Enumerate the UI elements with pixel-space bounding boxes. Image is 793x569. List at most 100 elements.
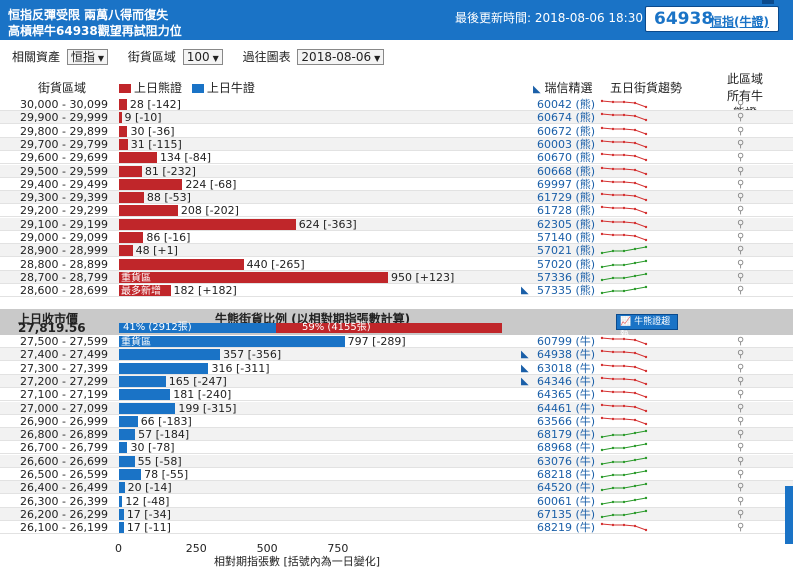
trend-sparkline (600, 429, 648, 439)
search-icon[interactable]: ⚲ (737, 389, 745, 401)
warrant-code-link[interactable]: 68219 (牛) (537, 521, 596, 535)
asset-select[interactable]: 恒指 ▼ (66, 49, 109, 65)
search-icon[interactable]: ⚲ (737, 192, 745, 204)
warrant-code-link[interactable]: 61729 (熊) (537, 191, 596, 205)
warrant-code-link[interactable]: 60003 (熊) (537, 137, 596, 151)
search-icon[interactable]: ⚲ (737, 442, 745, 454)
trend-sparkline (600, 219, 648, 228)
trend-point (600, 252, 604, 255)
warrant-code-link[interactable]: 63566 (牛) (537, 414, 596, 428)
trend-point (611, 140, 615, 144)
search-icon[interactable]: ⚲ (737, 205, 745, 217)
headline-1[interactable]: 恒指反彈受限 兩萬八得而復失 (8, 8, 169, 22)
search-icon[interactable]: ⚲ (737, 165, 745, 177)
trend-point (622, 523, 626, 527)
search-icon[interactable]: ⚲ (737, 482, 745, 494)
warrant-code-link[interactable]: 57020 (熊) (537, 257, 596, 271)
trend-point (600, 435, 604, 439)
warrant-code-link[interactable]: 69997 (熊) (537, 177, 596, 191)
warrant-code-link[interactable]: 60042 (熊) (537, 98, 596, 111)
search-icon[interactable]: ⚲ (737, 402, 745, 414)
headline-2[interactable]: 高槓桿牛64938觀望再試阻力位 (8, 24, 182, 38)
warrant-code-link[interactable]: 60668 (熊) (537, 164, 596, 178)
trend-point (622, 276, 626, 280)
warrant-code-link[interactable]: 68218 (牛) (537, 468, 596, 481)
data-label: 316 [-311] (211, 361, 270, 375)
search-icon[interactable]: ⚲ (737, 375, 745, 387)
trend-sparkline (600, 272, 648, 282)
warrant-code-link[interactable]: 60674 (熊) (537, 111, 596, 125)
search-icon[interactable]: ⚲ (737, 285, 745, 297)
data-label: 134 [-84] (159, 151, 211, 165)
data-label: 9 [-10] (124, 111, 162, 125)
search-icon[interactable]: ⚲ (737, 125, 745, 137)
chart-bar (119, 138, 128, 150)
search-icon[interactable]: ⚲ (737, 415, 745, 427)
range-label: 26,500 - 26,599 (20, 468, 108, 481)
trend-sparkline (600, 363, 648, 372)
trend-point (644, 509, 648, 513)
range-label: 26,800 - 26,899 (20, 428, 108, 442)
chevron-down-icon: ▼ (97, 54, 105, 63)
warrant-code-link[interactable]: 62305 (熊) (537, 217, 596, 231)
search-icon[interactable]: ⚲ (737, 469, 745, 480)
trend-point (600, 99, 604, 103)
trend-point (611, 193, 615, 197)
warrant-code-link[interactable]: 63076 (牛) (537, 454, 596, 468)
search-icon[interactable]: ⚲ (737, 178, 745, 190)
search-icon[interactable]: ⚲ (737, 218, 745, 230)
warrant-code-link[interactable]: 64520 (牛) (537, 481, 596, 495)
chart-date-select[interactable]: 2018-08-06 ▼ (297, 49, 385, 65)
search-icon[interactable]: ⚲ (737, 271, 745, 283)
search-icon[interactable]: ⚲ (737, 232, 745, 243)
search-icon[interactable]: ⚲ (737, 152, 745, 164)
trend-point (633, 101, 637, 105)
search-icon[interactable]: ⚲ (737, 362, 745, 374)
range-label: 26,600 - 26,699 (20, 454, 108, 468)
warrant-code-link[interactable]: 57335 (熊) (537, 284, 596, 298)
warrant-code-link[interactable]: 60799 (牛) (537, 335, 596, 348)
search-icon[interactable]: ⚲ (737, 429, 745, 441)
trend-point (600, 515, 604, 519)
warrant-code-link[interactable]: 57336 (熊) (537, 270, 596, 284)
search-icon[interactable]: ⚲ (737, 349, 745, 361)
warrant-code-link[interactable]: 64365 (牛) (537, 388, 596, 402)
data-label: 357 [-356] (223, 348, 282, 362)
trend-cell (600, 98, 652, 111)
warrant-code-link[interactable]: 57021 (熊) (537, 244, 596, 258)
search-icon[interactable]: ⚲ (737, 258, 745, 270)
warrant-code-link[interactable]: 60670 (熊) (537, 151, 596, 165)
trend-button[interactable]: 📈 牛熊證趨勢 (616, 314, 678, 341)
x-axis-label: 相對期指張數 [括號內為一日變化] (214, 555, 381, 568)
warrant-code-link[interactable]: 64346 (牛) (537, 374, 596, 388)
search-icon[interactable]: ⚲ (737, 522, 745, 534)
search-icon[interactable]: ⚲ (737, 112, 745, 124)
search-icon[interactable]: ⚲ (737, 336, 745, 347)
warrant-code-link[interactable]: 67135 (牛) (537, 507, 596, 521)
search-icon[interactable]: ⚲ (737, 138, 745, 150)
search-icon[interactable]: ⚲ (737, 495, 745, 507)
line-chart-icon: 📈 (620, 317, 632, 327)
chart-bar (119, 429, 136, 441)
zone-select[interactable]: 100 ▼ (182, 49, 223, 65)
warrant-code-link[interactable]: 57140 (熊) (537, 231, 596, 244)
warrant-code-link[interactable]: 68968 (牛) (537, 441, 596, 455)
quote-box[interactable]: 64938 恒指(牛證) (645, 6, 779, 32)
warrant-code-link[interactable]: 60061 (牛) (537, 494, 596, 508)
search-icon[interactable]: ⚲ (737, 508, 745, 520)
warrant-code-link[interactable]: 68179 (牛) (537, 428, 596, 442)
quote-code: 64938 (654, 9, 714, 29)
search-icon[interactable]: ⚲ (737, 455, 745, 467)
bear-legend-swatch (119, 84, 131, 93)
search-icon[interactable]: ⚲ (737, 245, 745, 257)
warrant-code-link[interactable]: 64461 (牛) (537, 401, 596, 415)
range-label: 29,800 - 29,899 (20, 124, 108, 138)
warrant-code-link[interactable]: 60672 (熊) (537, 124, 596, 138)
trend-point (600, 350, 604, 353)
underlying-link[interactable]: 恒指(牛證) (710, 15, 769, 29)
warrant-code-link[interactable]: 64938 (牛) (537, 348, 596, 362)
side-tab[interactable] (785, 486, 793, 544)
warrant-code-link[interactable]: 61728 (熊) (537, 204, 596, 218)
warrant-code-link[interactable]: 63018 (牛) (537, 361, 596, 375)
search-icon[interactable]: ⚲ (737, 99, 745, 110)
